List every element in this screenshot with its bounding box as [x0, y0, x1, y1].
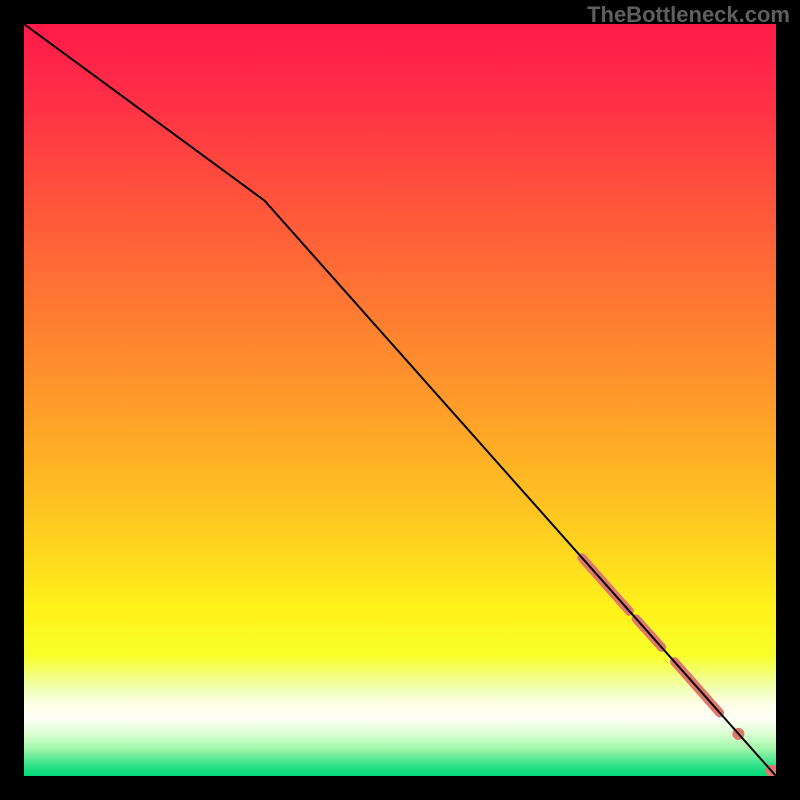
watermark-text: TheBottleneck.com: [587, 2, 790, 28]
plot-area: [24, 24, 776, 776]
main-line: [24, 24, 776, 776]
scatter-dots: [732, 728, 776, 776]
scatter-dot: [732, 728, 744, 740]
scatter-dot: [765, 765, 776, 776]
dash-segment: [582, 558, 629, 611]
dash-segment: [674, 662, 719, 713]
dash-segments: [582, 558, 720, 713]
chart-overlay: [24, 24, 776, 776]
gradient-background: [24, 24, 776, 776]
dash-segment: [636, 619, 662, 648]
